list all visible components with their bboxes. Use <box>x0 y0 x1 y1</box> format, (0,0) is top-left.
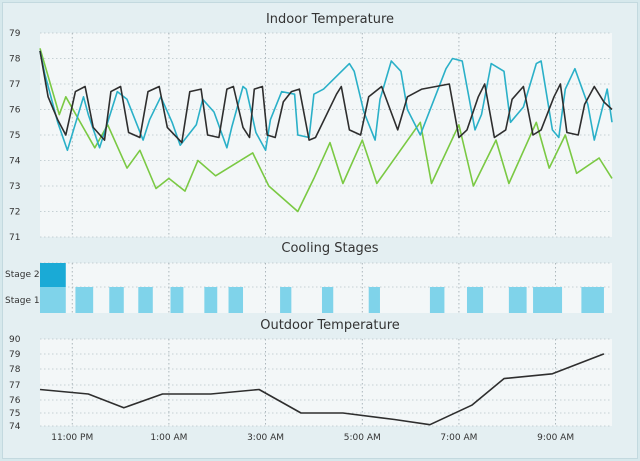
xtick-label: 9:00 AM <box>537 433 574 443</box>
stage-row-label: Stage 2 <box>5 270 40 280</box>
outdoor-title: Outdoor Temperature <box>260 318 400 333</box>
indoor-series-2-line <box>39 50 613 144</box>
stage1-bar <box>204 287 218 313</box>
xtick-label: 1:00 AM <box>150 433 187 443</box>
stage1-bar <box>75 287 94 313</box>
stage1-bar <box>40 287 66 313</box>
stage1-bar <box>138 287 153 313</box>
stage1-bar <box>280 287 292 313</box>
indoor-series-1-line <box>39 50 613 152</box>
stage1-bar <box>368 287 380 313</box>
outdoor-ytick-label: 90 <box>9 335 21 345</box>
indoor-ytick-label: 79 <box>9 29 21 39</box>
outdoor-series-0-line <box>39 353 605 426</box>
cooling-title: Cooling Stages <box>281 241 378 256</box>
indoor-ytick-label: 75 <box>9 131 20 141</box>
stage1-bar <box>109 287 124 313</box>
xtick-label: 7:00 AM <box>440 433 477 443</box>
stage1-bar <box>508 287 527 313</box>
indoor-ytick-label: 77 <box>9 80 20 90</box>
indoor-ytick-label: 78 <box>9 55 21 65</box>
xtick-label: 11:00 PM <box>51 433 93 443</box>
indoor-ytick-label: 73 <box>9 182 20 192</box>
outdoor-ytick-label: 77 <box>9 381 20 391</box>
outdoor-ytick-label: 76 <box>9 396 21 406</box>
indoor-ytick-label: 76 <box>9 106 21 116</box>
outdoor-ytick-label: 75 <box>9 409 20 419</box>
stage1-bar <box>321 287 334 313</box>
stage-row-label: Stage 1 <box>5 296 40 306</box>
stage1-bar <box>228 287 244 313</box>
indoor-title: Indoor Temperature <box>266 12 394 27</box>
outdoor-ytick-label: 74 <box>9 422 21 432</box>
stage2-bar <box>40 263 66 287</box>
indoor-ytick-label: 74 <box>9 157 21 167</box>
indoor-ytick-label: 72 <box>9 208 20 218</box>
stage1-bar <box>170 287 184 313</box>
indoor-ytick-label: 71 <box>9 233 20 243</box>
outdoor-plot-area <box>40 339 612 426</box>
outdoor-ytick-label: 78 <box>9 365 21 375</box>
xtick-label: 3:00 AM <box>247 433 284 443</box>
stage1-bar <box>429 287 445 313</box>
xtick-label: 5:00 AM <box>344 433 381 443</box>
stage1-bar <box>581 287 604 313</box>
indoor-plot-area <box>40 33 612 237</box>
stage1-bar <box>533 287 563 313</box>
outdoor-ytick-label: 79 <box>9 350 21 360</box>
stage1-bar <box>466 287 484 313</box>
